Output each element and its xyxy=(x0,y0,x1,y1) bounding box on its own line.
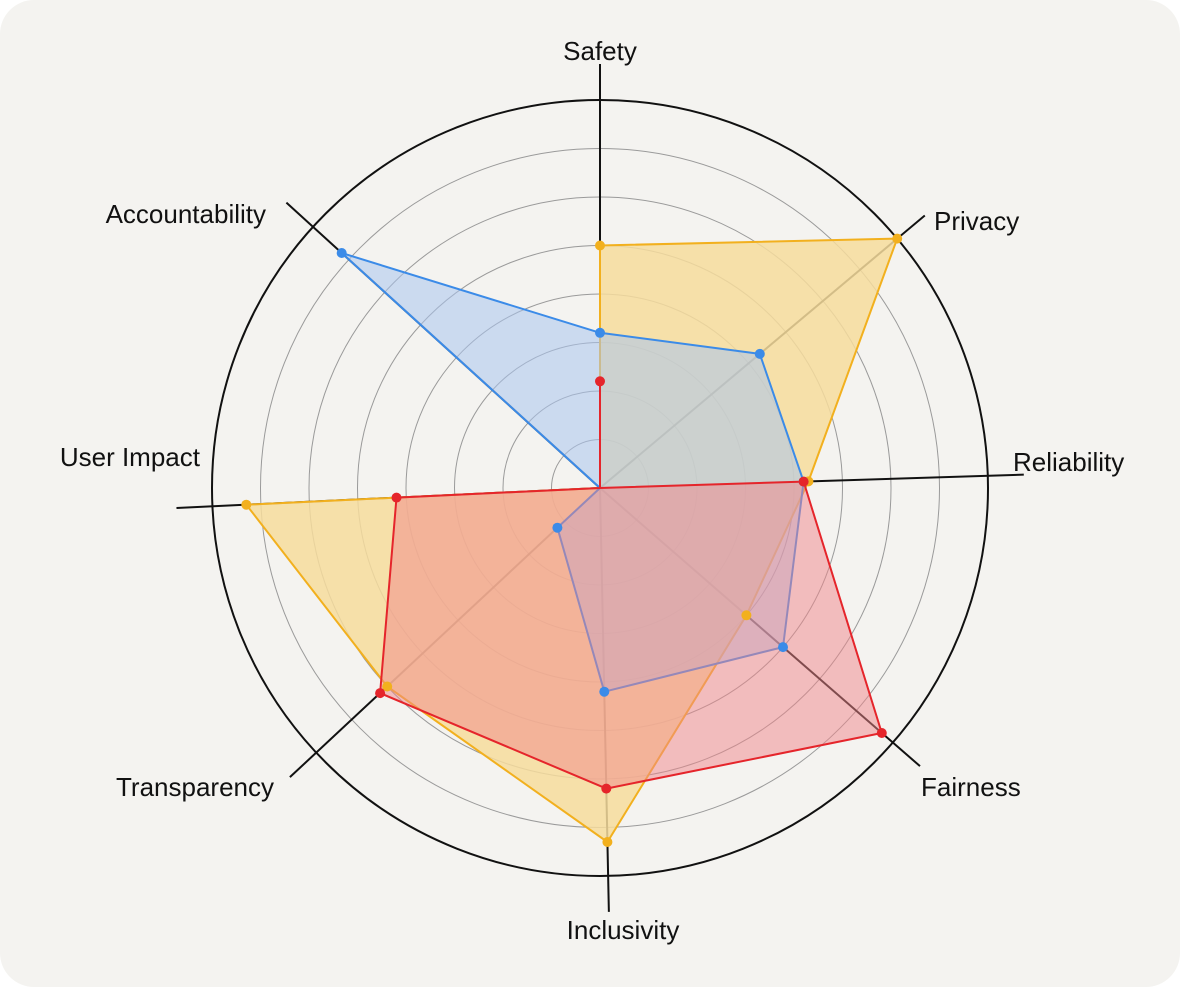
axis-label-privacy: Privacy xyxy=(934,206,1019,236)
series-3-point-transparency xyxy=(375,688,386,699)
series-3-point-user-impact xyxy=(391,492,402,503)
series-1-point-user-impact xyxy=(241,499,252,510)
series-1-point-inclusivity xyxy=(602,837,613,847)
axis-label-reliability: Reliability xyxy=(1013,447,1124,477)
series-2-point-privacy xyxy=(754,348,765,359)
series-1-point-privacy xyxy=(892,233,903,244)
axis-label-transparency: Transparency xyxy=(116,772,274,802)
series-2-point-transparency xyxy=(552,522,563,533)
series-2-point-safety xyxy=(595,327,605,338)
axis-label-safety: Safety xyxy=(563,36,637,66)
series-3-point-safety xyxy=(595,376,605,387)
axis-label-inclusivity: Inclusivity xyxy=(567,915,680,945)
series-2-point-fairness xyxy=(778,642,788,653)
series-1-point-safety xyxy=(595,240,605,251)
series-1-point-transparency xyxy=(382,681,393,692)
series-2-point-accountability xyxy=(336,248,347,258)
axis-label-user-impact: User Impact xyxy=(60,442,201,472)
axis-label-accountability: Accountability xyxy=(106,199,266,229)
series-3-point-inclusivity xyxy=(601,783,612,794)
axis-label-fairness: Fairness xyxy=(921,772,1021,802)
series-3-point-fairness xyxy=(876,728,887,738)
series-3-point-reliability xyxy=(798,476,809,487)
series-2-point-inclusivity xyxy=(599,686,610,697)
series-1-point-fairness xyxy=(741,610,752,621)
